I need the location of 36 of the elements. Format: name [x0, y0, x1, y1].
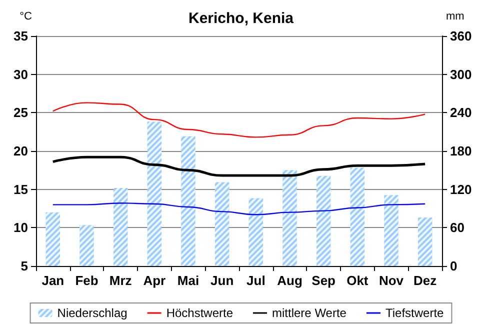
y-tick-label: 20: [14, 144, 28, 158]
legend-label: Höchstwerte: [166, 306, 234, 320]
y2-tick-label: 120: [450, 182, 472, 197]
x-tick-label: Dez: [414, 273, 438, 288]
y-tick-label: 10: [14, 220, 28, 236]
y2-tick-label: 0: [450, 258, 458, 274]
line-series: [52, 156, 426, 177]
x-tick-label: Apr: [143, 273, 166, 288]
chart-title: Kericho, Kenia: [188, 10, 294, 27]
x-tick-label: Jul: [246, 273, 266, 288]
x-tick-label: Nov: [378, 273, 404, 288]
x-tick-label: Okt: [346, 273, 369, 288]
y2-tick-label: 300: [450, 66, 472, 82]
x-tick-label: Mai: [177, 273, 200, 288]
y2-tick-label: 240: [450, 105, 472, 120]
y-tick-label: 30: [14, 66, 28, 82]
y-tick-label: 5: [20, 258, 28, 274]
y2-tick-label: 360: [450, 28, 472, 44]
x-tick-label: Jun: [210, 273, 234, 288]
line-series: [52, 202, 426, 216]
y2-tick-label: 180: [450, 144, 472, 158]
y2-axis-title: mm: [446, 10, 464, 22]
x-tick-label: Aug: [277, 273, 302, 288]
x-tick-label: Sep: [312, 273, 336, 288]
legend-label: Tiefstwerte: [385, 306, 444, 320]
y-tick-label: 25: [14, 105, 28, 120]
legend-label: Niederschlag: [57, 306, 128, 320]
y-axis-title: °C: [20, 10, 32, 22]
x-tick-label: Feb: [75, 273, 98, 288]
x-tick-label: Mrz: [109, 273, 132, 288]
y-tick-label: 15: [14, 182, 28, 197]
x-tick-label: Jan: [42, 273, 64, 288]
y-tick-label: 35: [14, 28, 28, 44]
y2-tick-label: 60: [450, 220, 464, 236]
legend-label: mittlere Werte: [272, 306, 347, 320]
line-series: [52, 102, 426, 138]
